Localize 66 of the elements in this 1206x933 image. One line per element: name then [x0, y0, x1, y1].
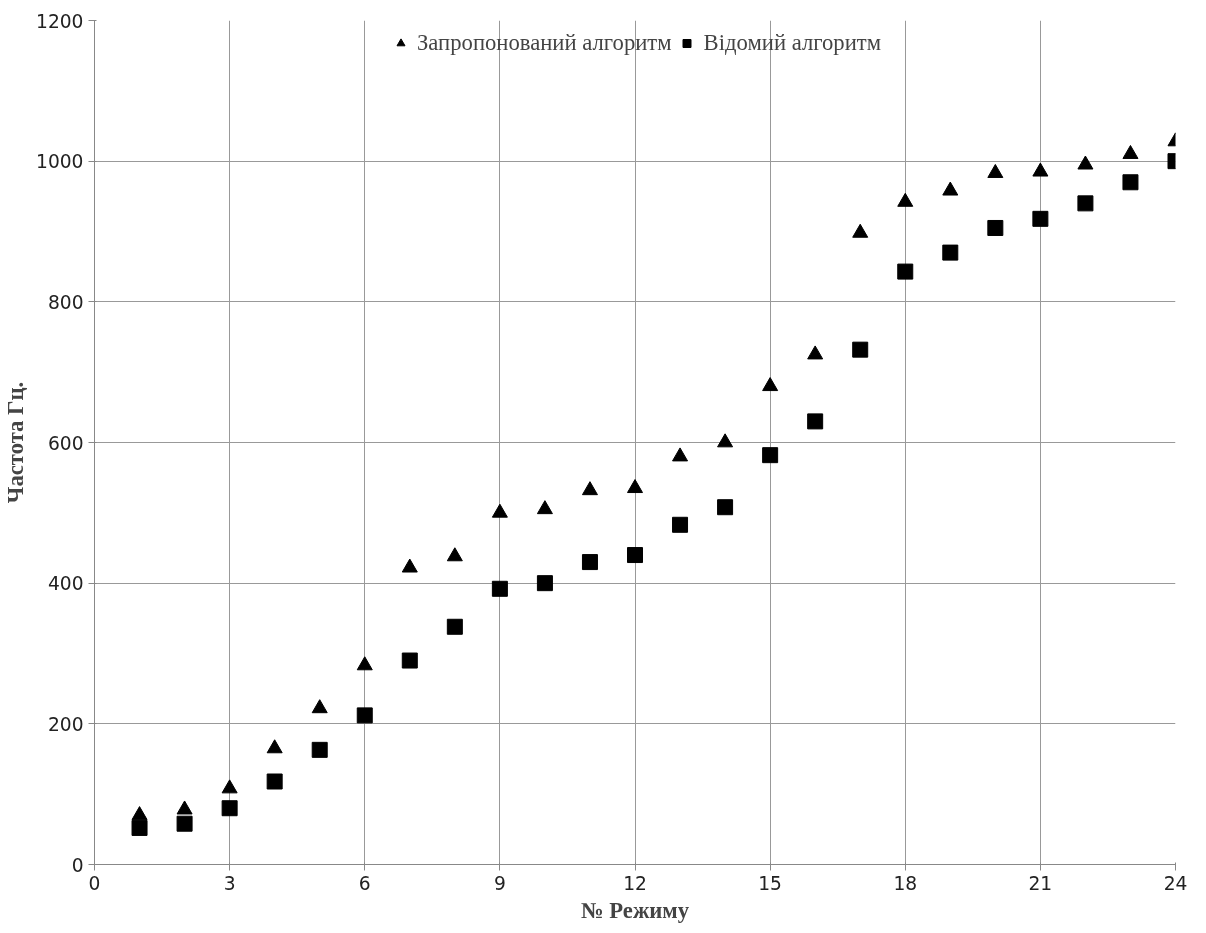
legend-label: Запропонований алгоритм: [417, 30, 672, 56]
x-tick-label: 18: [893, 872, 918, 894]
point: [356, 707, 373, 724]
point: [401, 558, 418, 573]
point: [807, 345, 824, 360]
point: [1122, 174, 1139, 191]
point: [897, 263, 914, 280]
x-tick-label: 0: [88, 872, 101, 894]
point: [536, 575, 553, 592]
x-tick-label: 12: [623, 872, 647, 894]
point: [581, 481, 598, 496]
x-tick-label: 9: [493, 872, 506, 894]
point: [987, 219, 1004, 236]
legend-label: Відомий алгоритм: [703, 30, 881, 56]
point: [221, 779, 238, 794]
point: [762, 447, 779, 464]
point: [356, 656, 373, 671]
point: [131, 819, 148, 836]
point: [1032, 162, 1049, 177]
point: [266, 773, 283, 790]
point: [491, 580, 508, 597]
point: [942, 181, 959, 196]
point: [1077, 155, 1094, 170]
point: [717, 433, 734, 448]
y-tick-label: 400: [47, 573, 84, 595]
point: [581, 554, 598, 571]
point: [1032, 210, 1049, 227]
y-tick-label: 1200: [36, 10, 84, 32]
point: [446, 618, 463, 635]
point: [807, 413, 824, 430]
point: [176, 800, 193, 815]
point: [627, 547, 643, 564]
x-tick-label: 3: [223, 872, 236, 894]
point: [852, 341, 869, 358]
y-tick-label: 800: [47, 291, 84, 313]
point: [1077, 195, 1094, 212]
point: [401, 652, 418, 669]
x-tick-label: 21: [1028, 872, 1053, 894]
point: [942, 244, 959, 261]
point: [897, 192, 914, 207]
point: [311, 741, 328, 758]
point: [536, 500, 553, 515]
point: [221, 800, 238, 817]
y-tick-label: 200: [47, 713, 84, 735]
point: [672, 516, 689, 533]
point: [176, 815, 193, 832]
x-tick-label: 24: [1163, 872, 1188, 894]
y-tick-label: 600: [47, 432, 84, 454]
point: [1122, 144, 1139, 159]
x-tick-label: 15: [758, 872, 783, 894]
x-axis-title: № Режиму: [580, 897, 690, 923]
point: [446, 547, 463, 562]
point: [627, 479, 643, 494]
point: [852, 223, 869, 238]
y-tick-label: 1000: [36, 151, 84, 173]
x-tick-label: 6: [358, 872, 371, 894]
point: [311, 699, 328, 714]
y-tick-label: 0: [71, 854, 84, 876]
point: [672, 447, 689, 462]
point: [717, 499, 734, 516]
point: [266, 739, 283, 754]
y-axis-title: Частота Гц.: [3, 381, 29, 504]
point: [131, 806, 148, 821]
point: [987, 163, 1004, 178]
point: [491, 503, 508, 518]
point: [762, 377, 779, 392]
